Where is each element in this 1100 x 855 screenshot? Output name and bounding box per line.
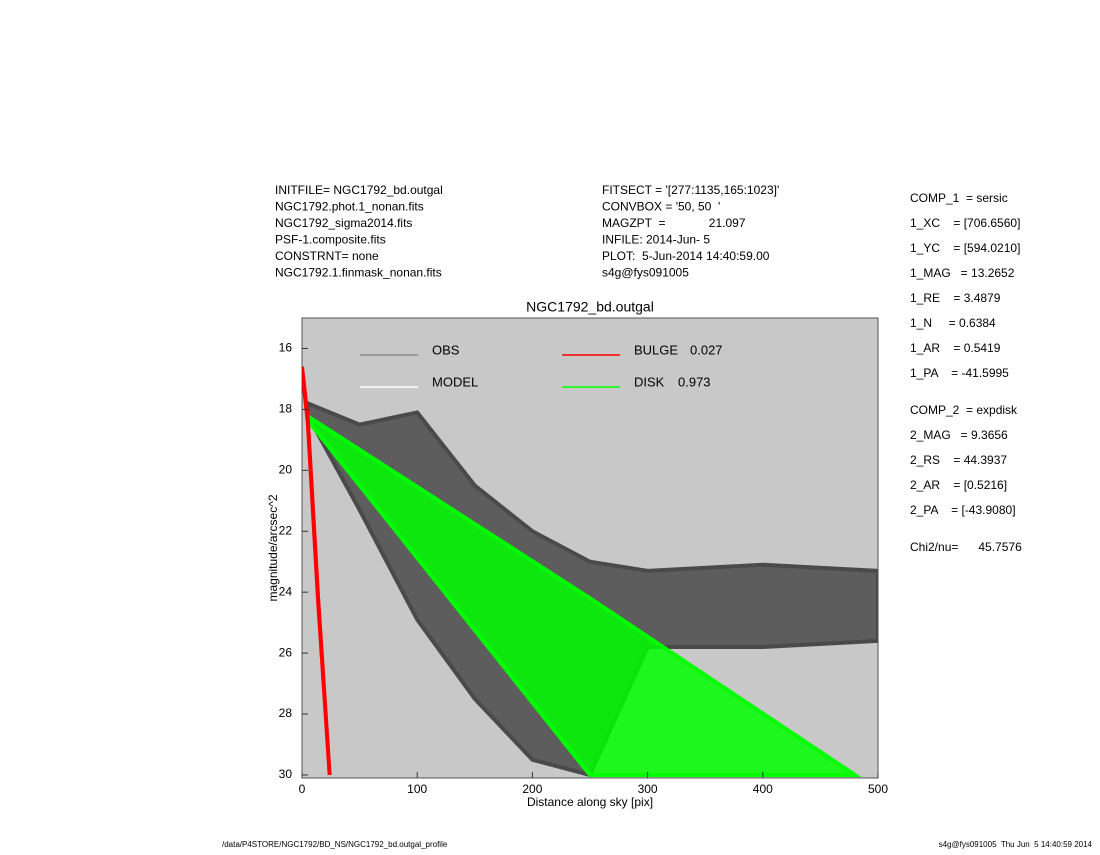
y-tick-label: 18	[279, 402, 293, 416]
x-axis-label: Distance along sky [pix]	[527, 795, 653, 809]
footer-path: /data/P4STORE/NGC1792/BD_NS/NGC1792_bd.o…	[222, 840, 448, 849]
header-middle-line: MAGZPT = 21.097	[602, 216, 746, 230]
y-tick-label: 22	[279, 523, 293, 537]
legend-fraction: 0.973	[678, 374, 711, 389]
fit-parameter: 1_N = 0.6384	[910, 316, 996, 330]
fit-parameter: 1_XC = [706.6560]	[910, 216, 1020, 230]
y-tick-label: 26	[279, 645, 293, 659]
header-left-line: PSF-1.composite.fits	[275, 233, 386, 247]
legend-label: BULGE	[634, 342, 678, 357]
y-tick-label: 16	[279, 341, 293, 355]
header-middle-line: PLOT: 5-Jun-2014 14:40:59.00	[602, 249, 770, 263]
header-left-line: CONSTRNT= none	[275, 249, 379, 263]
data-band	[309, 414, 862, 777]
footer-stamp: s4g@fys091005 Thu Jun 5 14:40:59 2014	[939, 840, 1093, 849]
fit-parameter: COMP_1 = sersic	[910, 191, 1008, 205]
legend-label: DISK	[634, 374, 665, 389]
fit-parameter: 1_AR = 0.5419	[910, 341, 1001, 355]
data-band	[302, 366, 332, 776]
header-middle-line: CONVBOX = '50, 50 '	[602, 200, 720, 214]
x-tick-label: 300	[638, 782, 658, 796]
y-tick-label: 30	[279, 767, 293, 781]
x-tick-label: 0	[299, 782, 306, 796]
fit-parameter: 1_PA = -41.5995	[910, 366, 1009, 380]
x-tick-label: 100	[407, 782, 427, 796]
x-tick-label: 500	[868, 782, 888, 796]
fit-parameter: COMP_2 = expdisk	[910, 403, 1018, 417]
fit-parameter: 1_RE = 3.4879	[910, 291, 1001, 305]
header-left-line: NGC1792.1.finmask_nonan.fits	[275, 266, 442, 280]
legend-label: MODEL	[432, 374, 478, 389]
y-axis-label: magnitude/arcsec^2	[266, 494, 280, 601]
x-tick-label: 400	[753, 782, 773, 796]
x-tick-label: 200	[522, 782, 542, 796]
header-left-line: NGC1792_sigma2014.fits	[275, 216, 412, 230]
header-left-line: NGC1792.phot.1_nonan.fits	[275, 200, 424, 214]
y-tick-label: 20	[279, 462, 293, 476]
fit-parameter: 2_AR = [0.5216]	[910, 478, 1007, 492]
fit-parameter: 1_YC = [594.0210]	[910, 241, 1020, 255]
fit-parameter: 2_MAG = 9.3656	[910, 428, 1008, 442]
fit-parameter: 2_PA = [-43.9080]	[910, 503, 1016, 517]
data-band	[305, 400, 878, 778]
chart-title: NGC1792_bd.outgal	[526, 299, 654, 315]
fit-parameter: 1_MAG = 13.2652	[910, 266, 1015, 280]
y-tick-label: 28	[279, 706, 293, 720]
header-middle-line: s4g@fys091005	[602, 266, 689, 280]
fit-parameter: Chi2/nu= 45.7576	[910, 540, 1022, 554]
header-middle-line: FITSECT = '[277:1135,165:1023]'	[602, 183, 779, 197]
legend-label: OBS	[432, 342, 460, 357]
header-middle-line: INFILE: 2014-Jun- 5	[602, 233, 710, 247]
legend-fraction: 0.027	[690, 342, 723, 357]
header-left-line: INITFILE= NGC1792_bd.outgal	[275, 183, 443, 197]
fit-parameter: 2_RS = 44.3937	[910, 453, 1007, 467]
y-tick-label: 24	[279, 584, 293, 598]
